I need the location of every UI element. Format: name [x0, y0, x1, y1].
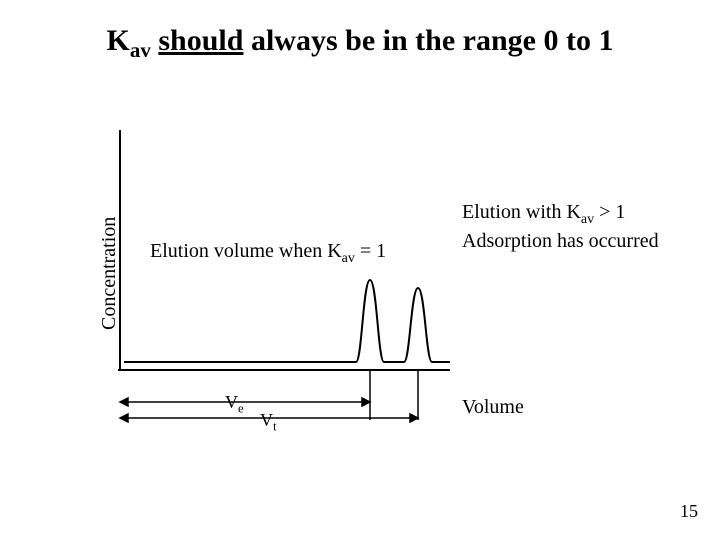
- page-number: 15: [680, 501, 698, 522]
- annotation-kav-equals-1: Elution volume when Kav = 1: [150, 240, 386, 267]
- ve-label: Ve: [225, 392, 244, 417]
- x-axis-label: Volume: [462, 396, 524, 419]
- ve-arrow: [120, 398, 370, 406]
- annotation-kav1-text1: Elution volume when K: [150, 240, 342, 262]
- annotation-kavgt1-sub: av: [581, 212, 594, 227]
- annotation-kavgt1-line2: Adsorption has occurred: [462, 229, 659, 253]
- y-axis-label: Concentration: [98, 217, 121, 330]
- vt-label-sub: t: [273, 420, 277, 434]
- annotation-kav-gt-1: Elution with Kav > 1 Adsorption has occu…: [462, 200, 659, 253]
- elution-curve: [124, 280, 450, 362]
- annotation-kav1-sub: av: [342, 251, 355, 266]
- ve-label-v: V: [225, 392, 238, 412]
- annotation-kavgt1-l1p2: > 1: [594, 201, 625, 223]
- annotation-kavgt1-l1p1: Elution with K: [462, 201, 581, 223]
- vt-label: Vt: [260, 410, 277, 435]
- ve-label-sub: e: [238, 402, 244, 416]
- annotation-kav1-text2: = 1: [355, 240, 386, 262]
- vt-label-v: V: [260, 410, 273, 430]
- annotation-kavgt1-line1: Elution with Kav > 1: [462, 200, 659, 229]
